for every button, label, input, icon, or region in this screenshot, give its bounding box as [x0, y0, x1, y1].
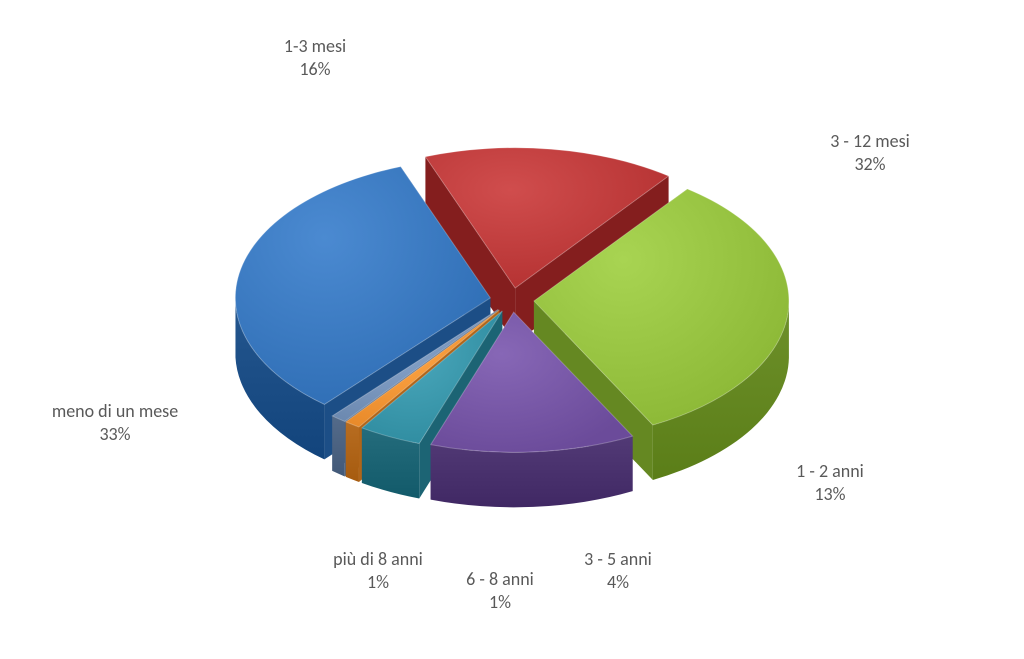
pie-label-percent: 1%: [410, 591, 590, 614]
pie-label-name: 1-3 mesi: [225, 35, 405, 58]
pie-label: 1-3 mesi16%: [225, 35, 405, 80]
pie-label-percent: 33%: [25, 423, 205, 446]
pie-label-percent: 13%: [740, 483, 920, 506]
pie-label-name: 1 - 2 anni: [740, 460, 920, 483]
pie-label-name: meno di un mese: [25, 400, 205, 423]
pie-label: più di 8 anni1%: [288, 548, 468, 593]
pie-label: 1 - 2 anni13%: [740, 460, 920, 505]
pie-label-percent: 16%: [225, 58, 405, 81]
pie-label: 3 - 12 mesi32%: [780, 130, 960, 175]
pie-label-name: più di 8 anni: [288, 548, 468, 571]
pie-svg: [0, 0, 1024, 659]
pie-label-percent: 1%: [288, 571, 468, 594]
pie-label-percent: 32%: [780, 153, 960, 176]
pie-label-name: 3 - 12 mesi: [780, 130, 960, 153]
pie-label: meno di un mese33%: [25, 400, 205, 445]
exploded-3d-pie-chart: 3 - 12 mesi32%1 - 2 anni13%3 - 5 anni4%6…: [0, 0, 1024, 659]
